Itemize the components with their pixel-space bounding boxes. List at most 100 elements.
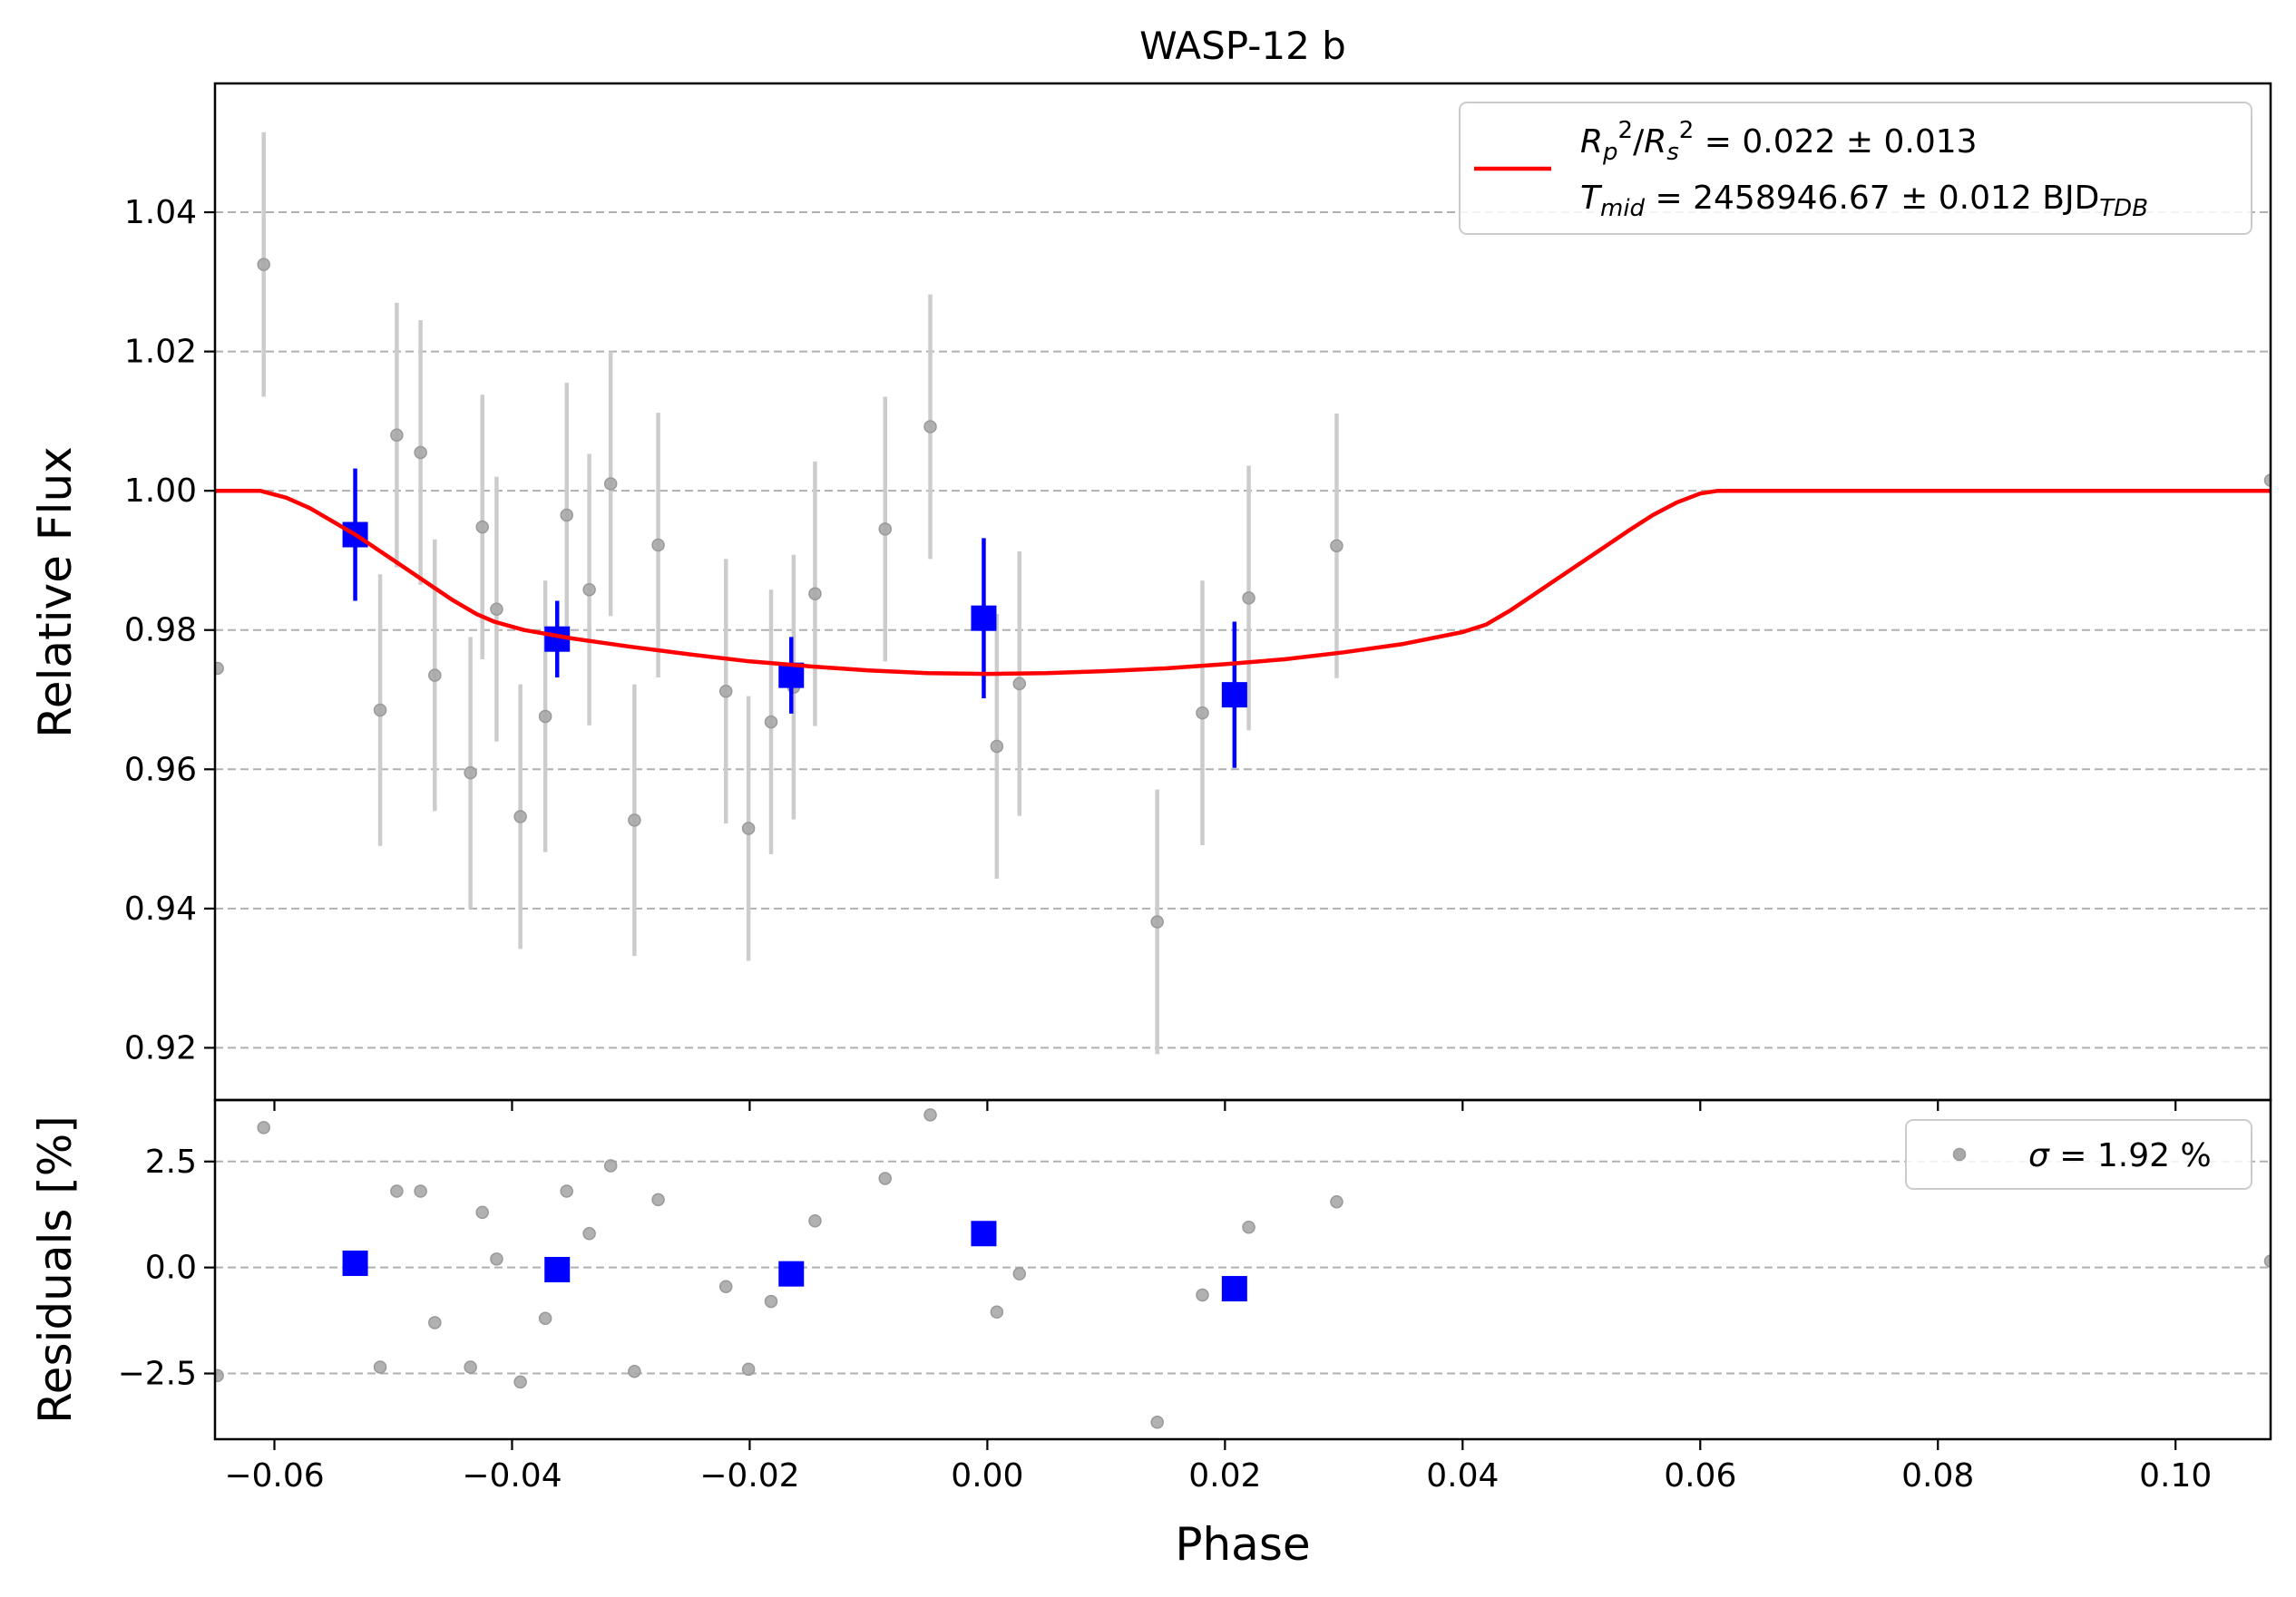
residual-raw-point: [390, 1184, 404, 1198]
raw-point: [878, 522, 892, 536]
legend-raw-marker: [1952, 1147, 1967, 1162]
residual-raw-point: [651, 1193, 665, 1207]
residual-raw-point: [1012, 1267, 1027, 1281]
raw-point: [764, 715, 778, 729]
residual-binned-point: [342, 1250, 368, 1276]
main-y-tick-label: 0.94: [124, 891, 197, 928]
x-axis-title: Phase: [1175, 1518, 1310, 1571]
main-y-tick-label: 0.92: [124, 1029, 197, 1066]
raw-point: [538, 709, 552, 724]
residual-raw-point: [764, 1294, 778, 1309]
x-tick-label: 0.00: [951, 1457, 1023, 1495]
raw-point: [1330, 539, 1343, 553]
residual-binned-point: [1221, 1276, 1247, 1302]
legend-fit-tmid: Tmid = 2458946.67 ± 0.012 BJDTDB: [1580, 180, 2148, 222]
chart-title: WASP-12 b: [1139, 24, 1346, 68]
residual-raw-point: [582, 1227, 596, 1241]
transit-model-line: [215, 488, 2271, 677]
residual-y-tick-label: −2.5: [118, 1356, 197, 1393]
residual-raw-point: [741, 1362, 756, 1377]
x-axis: −0.06 −0.04 −0.02 0.00 0.02 0.04 0.06 0.08 0.10: [224, 1100, 2212, 1495]
main-y-tick-label: 0.96: [124, 751, 197, 788]
main-y-tick-label: 1.04: [124, 194, 197, 231]
raw-point: [560, 508, 573, 522]
residual-raw-point: [538, 1311, 552, 1326]
residual-raw-point: [2263, 1254, 2271, 1268]
residual-raw-point: [414, 1184, 427, 1198]
raw-point: [414, 445, 427, 460]
raw-point: [475, 520, 489, 534]
raw-point: [923, 420, 937, 433]
residual-raw-point: [560, 1184, 573, 1198]
residual-binned-point: [971, 1221, 997, 1247]
raw-point: [808, 587, 822, 601]
main-model-curve: [215, 488, 2271, 677]
raw-point: [741, 822, 756, 835]
residual-raw-points: [215, 1108, 2271, 1429]
raw-point: [1242, 591, 1255, 605]
x-tick-label: −0.02: [699, 1457, 799, 1495]
binned-point: [971, 605, 997, 631]
raw-point: [990, 739, 1004, 754]
main-legend-box: [1459, 102, 2252, 235]
main-y-tick-label: 1.02: [124, 334, 197, 371]
x-tick-label: 0.04: [1426, 1457, 1499, 1495]
raw-point: [257, 258, 270, 271]
residual-raw-point: [923, 1108, 937, 1122]
residual-legend: σ = 1.92 %: [1905, 1119, 2252, 1190]
main-axes-frame: [213, 82, 2272, 1102]
legend-fit-depth: Rp2/Rs2 = 0.022 ± 0.013: [1580, 117, 1978, 166]
residual-raw-point: [490, 1252, 503, 1266]
main-y-tick-label: 1.00: [124, 472, 197, 510]
raw-point: [582, 582, 596, 597]
x-tick-label: −0.04: [462, 1457, 562, 1495]
residual-raw-point: [718, 1280, 733, 1293]
residual-raw-point: [878, 1172, 892, 1185]
residual-raw-point: [513, 1375, 527, 1389]
raw-point: [2263, 473, 2271, 487]
residual-raw-point: [628, 1364, 641, 1378]
residual-raw-point: [464, 1360, 477, 1374]
raw-point: [1012, 677, 1027, 691]
residual-legend-box: [1905, 1119, 2252, 1190]
main-y-axis-title: Relative Flux: [29, 446, 82, 737]
binned-point: [1221, 682, 1247, 708]
x-tick-label: 0.08: [1901, 1457, 1974, 1495]
residual-raw-point: [1196, 1288, 1209, 1302]
legend-sigma: σ = 1.92 %: [2028, 1137, 2212, 1174]
raw-point: [651, 538, 665, 552]
raw-point: [1196, 706, 1209, 720]
main-y-axis: 0.92 0.94 0.96 0.98 1.00 1.02 1.04: [124, 194, 215, 1066]
residual-y-axis: −2.5 0.0 2.5: [118, 1144, 215, 1393]
residual-grid: [215, 1160, 2271, 1375]
raw-point: [513, 810, 527, 823]
main-y-tick-label: 0.98: [124, 612, 197, 649]
residual-raw-point: [373, 1360, 387, 1374]
raw-point: [215, 661, 224, 676]
raw-point: [718, 685, 733, 698]
residual-y-tick-label: 0.0: [145, 1250, 197, 1287]
raw-point: [464, 765, 477, 780]
main-legend: Rp2/Rs2 = 0.022 ± 0.013 Tmid = 2458946.6…: [1459, 102, 2252, 235]
residual-raw-point: [1150, 1416, 1164, 1429]
residual-axes-frame: [213, 1098, 2272, 1441]
residual-raw-point: [475, 1205, 489, 1220]
residual-y-tick-label: 2.5: [145, 1144, 197, 1181]
x-tick-label: −0.06: [224, 1457, 324, 1495]
raw-point: [428, 668, 442, 682]
residual-binned-point: [778, 1261, 805, 1287]
residual-raw-point: [215, 1368, 224, 1383]
main-raw-points: [215, 131, 2271, 1055]
residual-raw-point: [428, 1316, 442, 1329]
residual-raw-point: [1242, 1221, 1255, 1234]
residual-raw-point: [603, 1159, 618, 1173]
x-tick-label: 0.10: [2139, 1457, 2212, 1495]
raw-point: [373, 703, 387, 717]
raw-point: [628, 813, 641, 827]
x-tick-label: 0.02: [1188, 1457, 1261, 1495]
residual-binned-point: [544, 1257, 571, 1282]
raw-point: [1150, 915, 1164, 929]
raw-point: [390, 428, 404, 442]
residual-binned-points: [342, 1221, 1247, 1302]
